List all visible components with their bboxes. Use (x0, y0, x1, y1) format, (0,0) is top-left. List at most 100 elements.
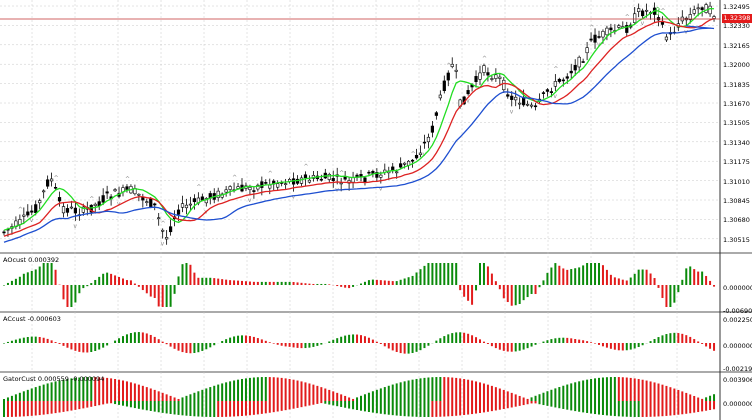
gator-upper-bar (145, 387, 148, 401)
gator-upper-bar (633, 378, 636, 401)
gator-lower-bar (141, 401, 144, 410)
ac-bar (435, 340, 438, 343)
candle-body (379, 174, 383, 178)
gator-lower-bar (546, 401, 549, 406)
gator-lower-bar (482, 401, 485, 413)
ao-bar (165, 285, 168, 307)
ac-bar (169, 343, 172, 347)
gator-upper-bar (22, 391, 25, 401)
gator-lower-bar (344, 401, 347, 408)
gator-lower-bar (653, 401, 656, 417)
fractal-marker-icon: v (641, 20, 645, 27)
candle-body (53, 186, 58, 189)
ac-bar (605, 343, 608, 348)
gator-lower-bar (165, 401, 168, 414)
candle-body (61, 206, 66, 214)
ac-bar (233, 336, 236, 343)
gator-upper-bar (387, 385, 390, 401)
ac-bar (427, 343, 430, 346)
gator-lower-bar (308, 401, 311, 406)
ac-bar (451, 333, 454, 343)
candle-body (414, 154, 419, 159)
ao-bar (38, 266, 41, 285)
gator-lower-bar (14, 401, 17, 417)
gator-lower-bar (419, 401, 422, 417)
ac-bar (14, 339, 17, 343)
ao-bar (360, 283, 362, 285)
ao-bar (46, 263, 49, 285)
ao-bar (471, 285, 474, 305)
price-axis-label: 1.31175 (723, 158, 750, 167)
gator-lower-bar (657, 401, 660, 417)
gator-upper-bar (447, 377, 450, 401)
fractal-marker-icon: v (30, 217, 34, 224)
gator-upper-bar (114, 378, 117, 401)
gator-lower-bar (431, 401, 434, 417)
candle-body (26, 211, 30, 216)
gator-upper-bar (486, 384, 489, 401)
gator-lower-bar (594, 401, 597, 415)
gator-lower-bar (58, 401, 61, 413)
candle-body (434, 112, 438, 116)
ac-bar (74, 343, 77, 351)
gator-upper-bar (415, 378, 418, 401)
ac-bar (70, 343, 73, 350)
ao-bar (296, 282, 299, 285)
candle-body (359, 174, 363, 177)
candle-body (633, 13, 637, 23)
ac-bar (570, 338, 573, 343)
ac-bar (530, 343, 533, 347)
ao-bar (193, 272, 196, 285)
gator-lower-bar (395, 401, 398, 416)
fractal-marker-icon: v (510, 108, 514, 115)
ao-bar (50, 263, 53, 285)
gator-lower-bar (375, 401, 378, 414)
ac-bar (459, 332, 462, 343)
candle-body (664, 36, 669, 41)
gator-lower-bar (518, 401, 521, 406)
gator-upper-bar (260, 377, 263, 401)
ac-bar (304, 343, 307, 349)
gator-lower-bar (677, 401, 680, 415)
gator-lower-bar (62, 401, 65, 412)
price-axis-label: 1.31670 (723, 100, 750, 108)
ao-bar (304, 283, 307, 285)
gator-upper-bar (10, 395, 13, 401)
gator-lower-bar (633, 401, 636, 417)
ac-bar (494, 343, 497, 349)
gator-lower-bar (288, 401, 291, 410)
gator-upper-bar (713, 394, 716, 401)
ao-bar (363, 281, 366, 285)
ac-bar (407, 343, 410, 354)
candle-body (450, 63, 454, 67)
gator-upper-bar (463, 379, 466, 401)
gator-lower-bar (205, 401, 208, 417)
gator-lower-bar (363, 401, 366, 412)
gator-lower-bar (6, 401, 9, 417)
gator-upper-bar (363, 394, 366, 401)
ac-bar (586, 341, 589, 343)
price-axis-label: 1.31505 (723, 119, 750, 128)
ao-bar (546, 272, 549, 285)
ac-bar (189, 343, 192, 354)
gator-lower-bar (26, 401, 29, 417)
ao-bar (272, 281, 275, 285)
ao-bar (348, 285, 351, 289)
gator-lower-bar (70, 401, 73, 411)
gator-lower-bar (669, 401, 672, 416)
ac-bar (697, 341, 700, 343)
gator-lower-bar (415, 401, 418, 417)
gator-lower-bar (360, 401, 362, 411)
candle-body (65, 208, 70, 213)
gator-lower-bar (296, 401, 299, 408)
ao-bar (201, 277, 204, 285)
ac-bar (352, 334, 355, 343)
gator-upper-bar (320, 387, 323, 401)
gator-upper-bar (613, 377, 616, 401)
ac-bar (383, 343, 386, 347)
candle-body (248, 187, 252, 191)
gator-upper-bar (546, 391, 549, 401)
ao-bar (621, 279, 624, 285)
